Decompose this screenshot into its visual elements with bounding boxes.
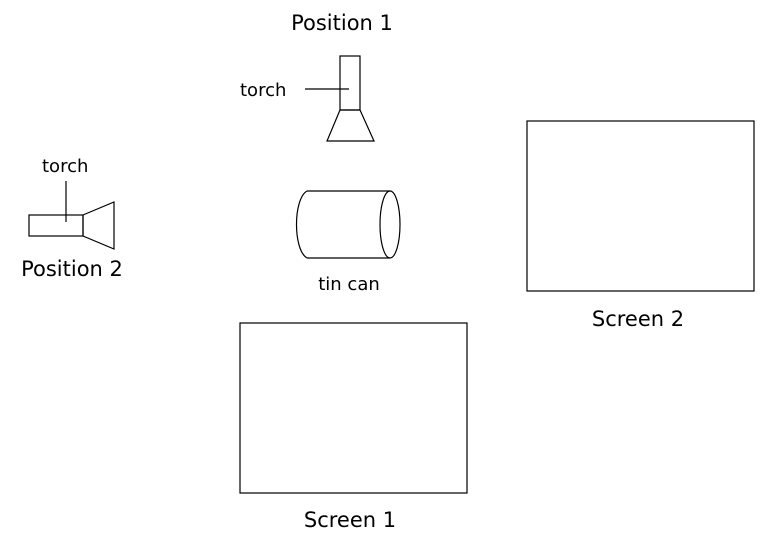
torch-2-head bbox=[82, 201, 115, 250]
screen-1-label: Screen 1 bbox=[304, 508, 396, 532]
torch-2-label: torch bbox=[42, 156, 88, 177]
torch-2-body bbox=[28, 214, 84, 237]
torch-position-1 bbox=[305, 55, 375, 142]
screen-2 bbox=[526, 120, 755, 292]
screen-2-label: Screen 2 bbox=[592, 307, 684, 331]
torch-1-head bbox=[326, 109, 375, 142]
position-1-label: Position 1 bbox=[291, 11, 393, 35]
torch-1-label: torch bbox=[240, 80, 286, 101]
torch-position-2 bbox=[28, 181, 115, 250]
screen-1 bbox=[239, 322, 468, 494]
torch-1-body bbox=[339, 55, 361, 111]
tin-can-label: tin can bbox=[318, 274, 380, 295]
tin-can-body bbox=[295, 190, 390, 259]
tin-can bbox=[295, 190, 401, 259]
position-2-label: Position 2 bbox=[21, 257, 123, 281]
tin-can-end bbox=[379, 190, 401, 259]
